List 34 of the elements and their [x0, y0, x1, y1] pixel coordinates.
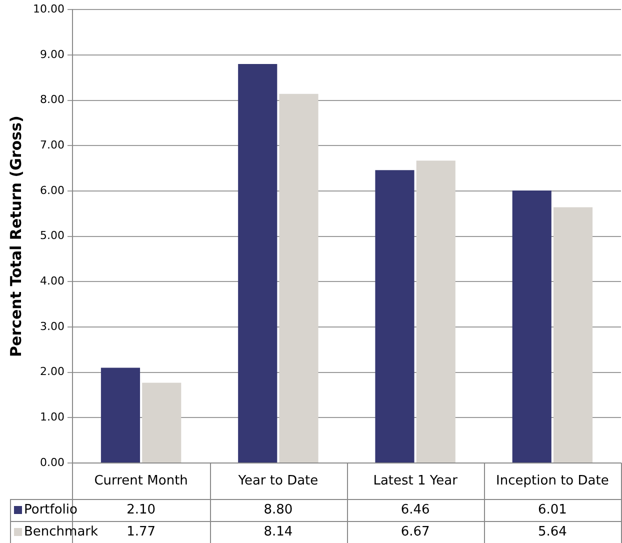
- bar: [100, 368, 140, 462]
- data-label: 1.77: [126, 524, 156, 540]
- data-label: 6.46: [400, 502, 430, 518]
- x-tick-label: Inception to Date: [496, 473, 609, 488]
- y-tick-label: 1.00: [40, 410, 64, 424]
- bar: [512, 190, 552, 462]
- data-label: 5.64: [538, 524, 567, 540]
- bar: [279, 94, 318, 462]
- bar: [416, 160, 456, 462]
- legend-label: Portfolio: [24, 502, 78, 518]
- legend-label: Benchmark: [24, 524, 99, 540]
- x-tick-label: Current Month: [94, 473, 188, 488]
- bar: [238, 64, 278, 462]
- x-tick-label: Latest 1 Year: [373, 473, 458, 488]
- y-tick-label: 8.00: [40, 93, 64, 106]
- y-tick-label: 10.00: [32, 2, 64, 16]
- y-tick-label: 7.00: [40, 138, 64, 152]
- bar: [142, 382, 182, 462]
- data-label: 6.67: [400, 524, 430, 540]
- data-label: 6.01: [538, 502, 567, 518]
- y-tick-label: 6.00: [40, 184, 64, 197]
- y-tick-label: 2.00: [40, 365, 64, 378]
- x-tick-label: Year to Date: [237, 473, 318, 488]
- bar: [375, 170, 414, 462]
- data-label: 2.10: [126, 502, 156, 518]
- y-tick-label: 3.00: [40, 320, 64, 333]
- y-tick-label: 9.00: [40, 48, 64, 61]
- y-tick-label: 4.00: [40, 274, 64, 288]
- bar: [553, 207, 593, 462]
- y-tick-label: 5.00: [40, 229, 64, 242]
- data-label: 8.14: [264, 524, 293, 540]
- y-tick-label: 0.00: [40, 456, 64, 469]
- data-label: 8.80: [264, 502, 293, 518]
- y-axis-title: Percent Total Return (Gross): [6, 116, 25, 357]
